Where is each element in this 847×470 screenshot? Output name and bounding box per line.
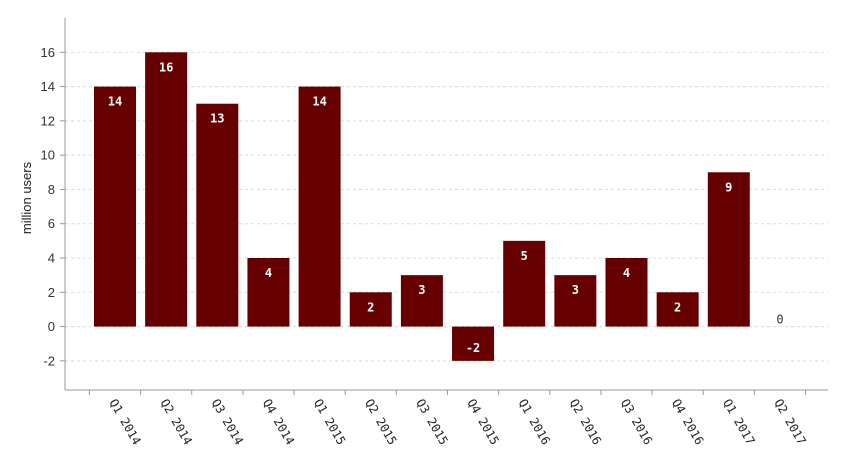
x-tick-label: Q4 2016 [669,397,706,448]
bar-value-label: 0 [776,313,783,327]
bar [503,240,546,327]
bar [145,52,188,327]
bars: 14 16 13 4 14 2 3 -2 5 3 4 2 9 0 [94,52,784,361]
y-tick-labels: -2 0 2 4 6 8 10 12 14 16 [41,45,65,368]
bar-value-label: 5 [521,249,528,263]
bar-value-label: -2 [466,341,480,355]
bar [247,258,290,327]
y-axis-label: million users [19,161,34,234]
x-tick-label: Q1 2014 [106,397,143,448]
bar [452,326,495,361]
bar [196,103,239,327]
x-tick-label: Q2 2017 [771,397,808,448]
bar-value-label: 2 [367,300,374,314]
y-tick-label: 4 [48,251,55,266]
bar [298,86,341,327]
y-tick-label: -2 [43,353,55,368]
bar [400,275,443,327]
y-tick-label: 6 [48,216,55,231]
x-tick-label: Q2 2014 [158,397,195,448]
bar [349,292,392,327]
x-tick-label: Q1 2015 [311,397,348,448]
y-tick-label: 12 [41,113,55,128]
x-tick-label: Q3 2014 [209,397,246,448]
bar-value-label: 13 [210,112,224,126]
bar [554,275,597,327]
bar-value-label: 14 [312,95,326,109]
y-tick-label: 8 [48,182,55,197]
y-tick-label: 2 [48,285,55,300]
bar-value-label: 16 [159,60,173,74]
y-tick-label: 16 [41,45,55,60]
x-tick-label: Q3 2016 [618,397,655,448]
bar [94,86,136,327]
x-tick-label: Q3 2015 [413,397,450,448]
bar-value-label: 14 [108,95,122,109]
bar-value-label: 3 [572,283,579,297]
bar-value-label: 2 [674,300,681,314]
y-tick-label: 10 [41,148,55,163]
bar [656,292,699,327]
bar-value-label: 9 [725,180,732,194]
y-tick-label: 0 [48,319,55,334]
x-tick-label: Q4 2014 [260,397,297,448]
bar-value-label: 3 [418,283,425,297]
x-tick-label: Q2 2015 [362,397,399,448]
x-tick-label: Q4 2015 [464,397,501,448]
x-tick-label: Q1 2016 [516,397,553,448]
x-tick-label: Q1 2017 [720,397,757,448]
bar [605,258,648,327]
x-tick-label: Q2 2016 [567,397,604,448]
bar [707,172,750,327]
x-tick-labels: Q1 2014 Q2 2014 Q3 2014 Q4 2014 Q1 2015 Q2 20… [88,390,809,448]
gridlines [65,51,828,362]
bar-value-label: 4 [623,266,630,280]
y-tick-label: 14 [41,79,55,94]
bar-value-label: 4 [265,266,272,280]
